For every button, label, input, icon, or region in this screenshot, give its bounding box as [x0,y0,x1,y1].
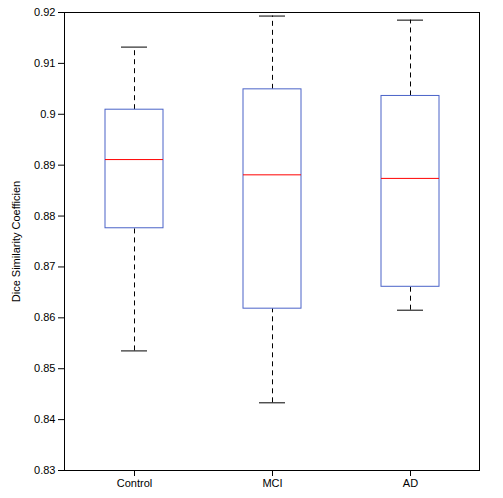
svg-text:0.83: 0.83 [34,464,55,476]
svg-text:0.86: 0.86 [34,311,55,323]
svg-text:0.85: 0.85 [34,362,55,374]
svg-text:MCI: MCI [262,477,282,489]
svg-text:0.89: 0.89 [34,159,55,171]
svg-text:AD: AD [403,477,418,489]
svg-text:0.88: 0.88 [34,210,55,222]
svg-text:0.84: 0.84 [34,413,55,425]
svg-text:0.91: 0.91 [34,57,55,69]
svg-text:0.92: 0.92 [34,6,55,18]
svg-text:Control: Control [117,477,152,489]
svg-text:Dice Similarity Coefficien: Dice Similarity Coefficien [10,181,22,302]
svg-text:0.9: 0.9 [40,108,55,120]
svg-text:0.87: 0.87 [34,260,55,272]
